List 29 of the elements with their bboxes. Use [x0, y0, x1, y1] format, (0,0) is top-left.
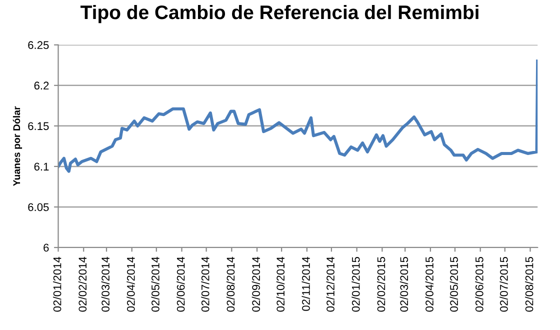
x-tick-label: 02/12/2014 [326, 256, 334, 312]
x-tick-label: 02/08/2014 [226, 256, 235, 312]
y-tick-label: 6.25 [28, 41, 49, 50]
line-series [58, 60, 538, 173]
x-tick-label: 02/02/2015 [376, 256, 386, 312]
y-tick-label: 6.2 [34, 82, 49, 90]
x-tick-label: 02/05/2015 [450, 256, 458, 312]
x-tick-label: 02/04/2014 [126, 256, 135, 312]
y-axis-title: Yuanes por Dólar [12, 106, 22, 186]
y-tick-label: 6.15 [28, 122, 49, 130]
x-tick-label: 02/08/2015 [525, 256, 534, 312]
x-tick-label: 02/10/2014 [276, 256, 285, 312]
y-tick-label: 6.05 [28, 203, 49, 212]
x-tick-label: 02/06/2014 [176, 256, 185, 312]
x-tick-label: 02/02/2014 [78, 256, 87, 312]
x-tick-label: 02/01/2014 [53, 256, 62, 312]
x-tick-label: 02/11/2014 [302, 256, 310, 311]
chart-title: Tipo de Cambio de Referencia del Remimbi [80, 4, 478, 24]
x-tick-label: 02/03/2014 [101, 256, 110, 312]
y-tick-label: 6 [44, 244, 49, 252]
x-tick-label: 02/07/2015 [500, 256, 508, 312]
x-tick-label: 02/01/2015 [352, 256, 360, 312]
x-tick-label: 02/06/2015 [475, 256, 484, 312]
x-tick-label: 02/05/2014 [151, 256, 160, 312]
x-tick-label: 02/09/2014 [252, 256, 260, 312]
x-tick-label: 02/03/2015 [400, 256, 408, 312]
x-tick-label: 02/04/2015 [425, 256, 434, 312]
y-tick-label: 6.1 [34, 162, 49, 171]
x-tick-label: 02/07/2014 [201, 256, 210, 312]
